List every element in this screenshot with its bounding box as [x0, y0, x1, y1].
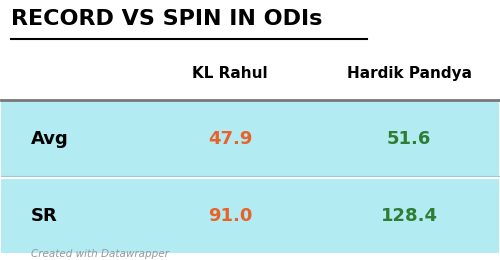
Text: Hardik Pandya: Hardik Pandya	[346, 66, 472, 81]
Text: KL Rahul: KL Rahul	[192, 66, 268, 81]
FancyBboxPatch shape	[2, 102, 498, 176]
Text: 91.0: 91.0	[208, 207, 252, 225]
Text: RECORD VS SPIN IN ODIs: RECORD VS SPIN IN ODIs	[12, 9, 322, 29]
Text: Created with Datawrapper: Created with Datawrapper	[31, 249, 169, 259]
Text: 51.6: 51.6	[387, 130, 432, 148]
Text: 47.9: 47.9	[208, 130, 252, 148]
Text: 128.4: 128.4	[380, 207, 438, 225]
FancyBboxPatch shape	[2, 179, 498, 254]
Text: SR: SR	[31, 207, 58, 225]
Text: Avg: Avg	[31, 130, 69, 148]
